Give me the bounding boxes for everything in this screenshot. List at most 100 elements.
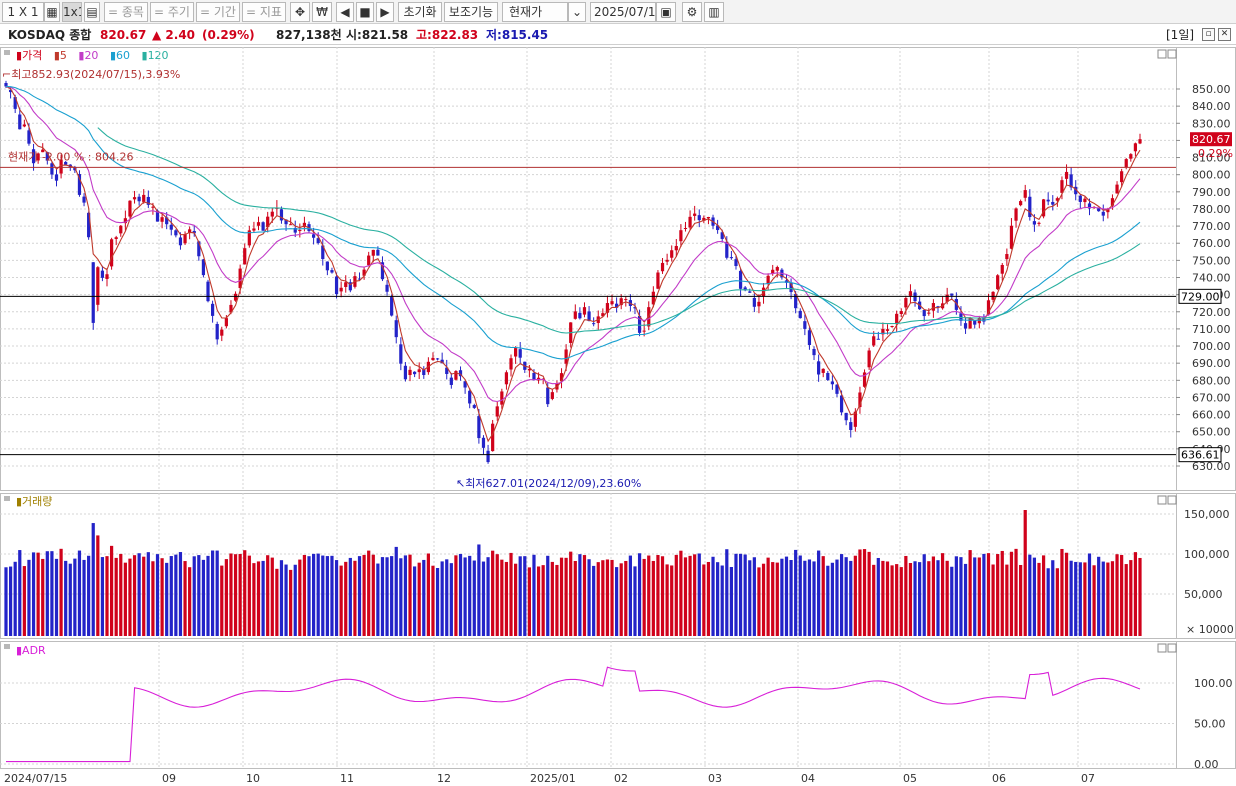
volume-bar	[243, 550, 247, 636]
volume-bar	[647, 555, 651, 636]
indicator-button[interactable]: = 지표	[242, 2, 286, 22]
candle-body	[390, 296, 394, 316]
candle-body	[817, 361, 821, 375]
volume-bar	[945, 560, 949, 636]
volume-bar	[87, 555, 91, 636]
volume-bar	[605, 559, 610, 636]
next-icon[interactable]: ▶	[376, 2, 394, 22]
volume-bar	[578, 554, 582, 636]
move-icon[interactable]: ✥	[290, 2, 310, 22]
volume-bar	[734, 553, 738, 636]
won-icon[interactable]: ₩	[312, 2, 332, 22]
volume-bar	[1115, 554, 1119, 636]
volume-bar	[293, 564, 297, 636]
candle-body	[284, 219, 288, 225]
stop-icon[interactable]: ■	[356, 2, 374, 22]
candle-body	[1023, 190, 1027, 198]
volume-bar	[890, 565, 894, 636]
candle-body	[87, 212, 91, 238]
volume-bar	[266, 555, 270, 636]
candle-body	[706, 217, 711, 219]
date-field[interactable]: 2025/07/18	[590, 2, 656, 22]
price-tick-label: 750.00	[1192, 254, 1231, 267]
layout-selector[interactable]: 1 X 1	[2, 2, 44, 22]
volume-bar	[256, 561, 261, 636]
single-layout-button[interactable]: 1x1	[62, 2, 82, 22]
candle-body	[1060, 180, 1064, 193]
volume-bar	[679, 550, 683, 636]
candle-body	[422, 369, 426, 376]
candle-body	[945, 294, 949, 302]
stock-button[interactable]: = 종목	[104, 2, 148, 22]
chevron-down-icon[interactable]: ⌄	[568, 2, 586, 22]
candle-body	[835, 384, 839, 394]
grid-icon[interactable]: ▦	[44, 2, 60, 22]
volume-bar	[174, 554, 178, 636]
candle-body	[325, 261, 329, 271]
volume-bar	[729, 566, 733, 636]
candle-body	[807, 330, 812, 346]
volume-bar	[495, 554, 499, 636]
price-change: ▲ 2.40	[152, 28, 196, 42]
candle-body	[771, 269, 775, 275]
restore-icon[interactable]: ▫	[1202, 28, 1215, 41]
volume-bar	[693, 554, 697, 636]
candle-body	[679, 230, 683, 242]
volume-bar	[1023, 510, 1027, 636]
volume-bar	[270, 557, 274, 636]
price-tick-label: 630.00	[1192, 460, 1231, 473]
candle-body	[105, 274, 109, 279]
candle-body	[132, 197, 137, 200]
candle-body	[454, 371, 458, 380]
volume-bar	[59, 548, 63, 636]
candle-body	[1101, 211, 1105, 216]
adr-pane-close-icon	[1167, 643, 1177, 653]
candle-body	[321, 245, 325, 259]
volume-bar	[559, 557, 564, 636]
volume-bar	[830, 562, 835, 636]
volume-bar	[973, 557, 977, 636]
candle-body	[890, 325, 894, 327]
candle-body	[233, 293, 238, 301]
x-axis-label: 2024/07/15	[4, 772, 67, 785]
volume-bar	[27, 559, 31, 636]
print-icon[interactable]: ▥	[704, 2, 724, 22]
candle-body	[693, 213, 697, 216]
volume-bar	[261, 560, 265, 636]
calendar-grid-icon[interactable]: ▤	[84, 2, 100, 22]
volume-bar	[302, 554, 307, 636]
volume-bar	[18, 550, 22, 636]
volume-bar	[885, 561, 890, 636]
price-pane-handle	[4, 50, 10, 55]
volume-bar	[674, 554, 678, 636]
candle-body	[1051, 201, 1055, 205]
candle-body	[559, 373, 564, 382]
candle-body	[100, 270, 105, 278]
candle-body	[417, 369, 421, 373]
candle-body	[963, 323, 968, 329]
price-type-select[interactable]: 현재가	[502, 2, 568, 22]
volume-bar	[1120, 554, 1124, 636]
volume-bar	[1097, 556, 1101, 636]
candle-body	[311, 234, 316, 238]
aux-function-button[interactable]: 보조기능	[444, 2, 498, 22]
close-icon[interactable]: ✕	[1218, 28, 1231, 41]
volume-bar	[862, 549, 867, 636]
calendar-icon[interactable]: ▣	[656, 2, 676, 22]
chart-toolbar: 1 X 1 ▦ 1x1 ▤ = 종목 = 주기 = 기간 = 지표 ✥ ₩ ◀ …	[0, 0, 1236, 24]
volume-bar	[311, 553, 316, 636]
volume-bar	[660, 556, 665, 636]
candle-body	[380, 262, 385, 280]
candle-body	[849, 422, 853, 431]
volume-bar	[298, 559, 302, 636]
candle-body	[748, 291, 752, 293]
prev-icon[interactable]: ◀	[336, 2, 354, 22]
range-button[interactable]: = 기간	[196, 2, 240, 22]
volume-bar	[1028, 554, 1032, 636]
reset-button[interactable]: 초기화	[398, 2, 442, 22]
price-change-pct: (0.29%)	[202, 28, 255, 42]
period-button[interactable]: = 주기	[150, 2, 194, 22]
candle-body	[192, 230, 196, 234]
candle-body	[155, 210, 160, 222]
settings-icon[interactable]: ⚙	[682, 2, 702, 22]
